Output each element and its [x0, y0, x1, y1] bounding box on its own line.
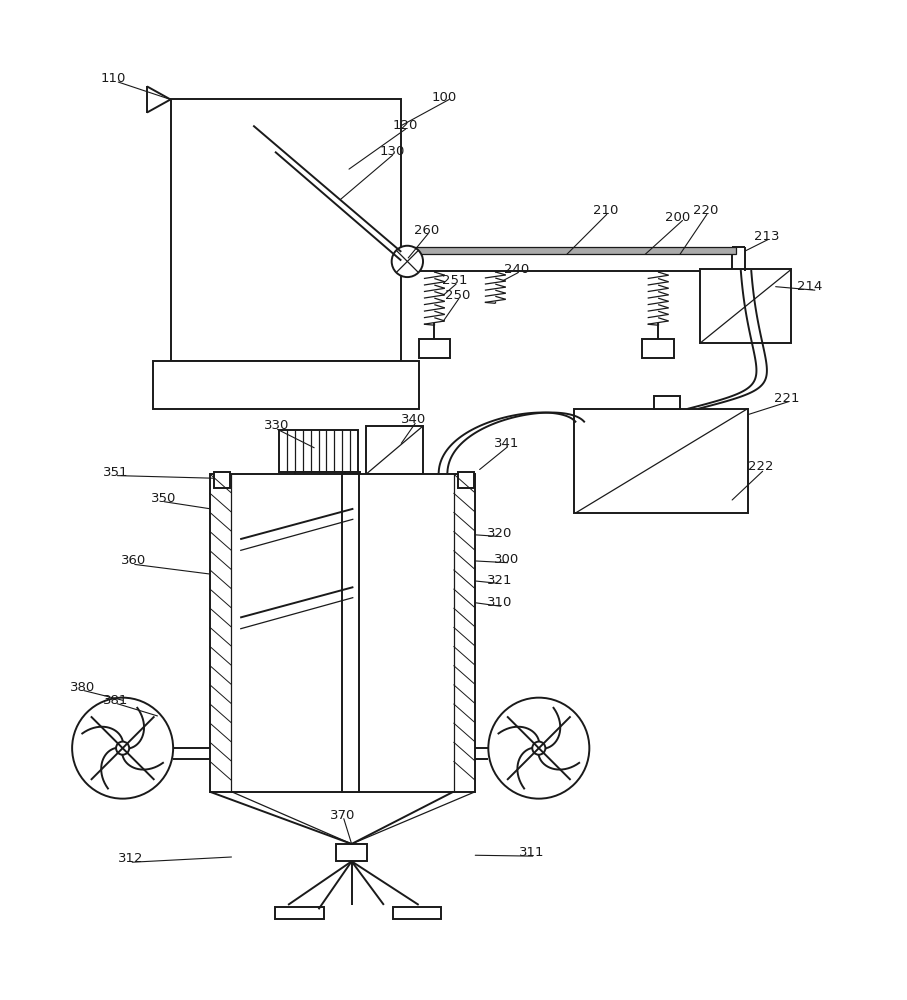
Bar	[342, 474, 359, 792]
Bar	[171, 99, 401, 361]
Text: 330: 330	[264, 419, 289, 432]
Bar	[654, 396, 680, 409]
Text: 321: 321	[486, 574, 512, 587]
Bar	[214, 472, 229, 488]
Text: 310: 310	[486, 596, 512, 609]
Bar	[336, 844, 367, 861]
Text: 210: 210	[593, 204, 619, 217]
Text: 251: 251	[443, 274, 468, 287]
Text: 120: 120	[393, 119, 418, 132]
Bar	[279, 430, 357, 472]
Bar	[366, 426, 423, 474]
Text: 250: 250	[444, 289, 470, 302]
Circle shape	[392, 246, 423, 277]
Text: 100: 100	[432, 91, 457, 104]
Circle shape	[488, 698, 590, 799]
Text: 351: 351	[103, 466, 129, 479]
Bar	[345, 472, 360, 490]
Bar	[210, 474, 475, 792]
Bar	[393, 907, 442, 919]
Text: 221: 221	[774, 392, 799, 405]
Bar	[295, 472, 342, 483]
Bar	[275, 907, 324, 919]
Bar	[419, 339, 450, 358]
Text: 381: 381	[103, 694, 129, 707]
Text: 110: 110	[101, 72, 126, 85]
Circle shape	[73, 698, 173, 799]
Text: 214: 214	[797, 280, 823, 293]
Text: 340: 340	[401, 413, 426, 426]
Text: 200: 200	[665, 211, 690, 224]
Text: 300: 300	[493, 553, 519, 566]
Bar	[458, 472, 473, 488]
Circle shape	[532, 742, 545, 755]
Bar	[401, 252, 732, 271]
Text: 312: 312	[118, 852, 144, 865]
Text: 350: 350	[151, 492, 176, 505]
Text: 370: 370	[330, 809, 356, 822]
Bar	[642, 339, 674, 358]
Bar	[401, 247, 736, 254]
Text: 311: 311	[519, 846, 544, 859]
Bar	[573, 409, 747, 513]
Text: 220: 220	[693, 204, 718, 217]
Bar	[700, 269, 791, 343]
Bar	[153, 361, 419, 409]
Circle shape	[116, 742, 129, 755]
Text: 360: 360	[121, 554, 146, 567]
Text: 341: 341	[493, 437, 519, 450]
Text: 222: 222	[747, 460, 774, 473]
Text: 213: 213	[754, 230, 779, 243]
Text: 380: 380	[71, 681, 95, 694]
Text: 260: 260	[414, 224, 440, 237]
Text: 240: 240	[504, 263, 530, 276]
Text: 320: 320	[486, 527, 512, 540]
Text: 130: 130	[379, 145, 405, 158]
